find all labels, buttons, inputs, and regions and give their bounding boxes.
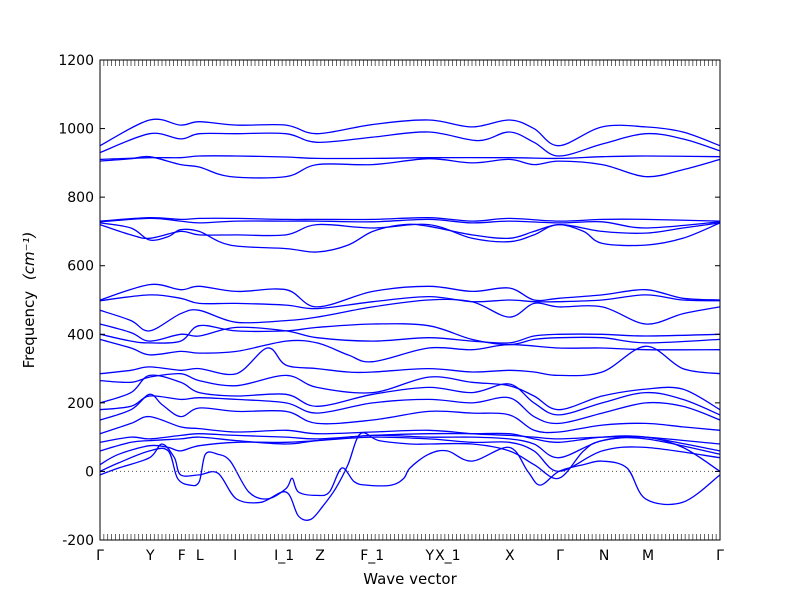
series-line-13 [99,323,721,346]
y-tick-label: 800 [67,190,94,206]
x-axis-label: Wave vector [363,570,457,588]
series-line-17 [99,374,721,416]
series-line-25 [99,432,721,521]
x-tick-label: X [505,548,515,564]
series-line-3 [99,155,721,161]
series-line-12 [99,323,721,344]
series-line-4 [99,155,721,179]
y-tick-label: 1000 [58,122,94,138]
x-tick-label: F [178,548,186,564]
x-tick-label: F_1 [360,548,384,564]
y-tick-label: 400 [67,327,94,343]
x-tick-label: Z [315,548,325,564]
series-line-24 [99,446,721,506]
y-tick-label: 200 [67,396,94,412]
y-axis-label: Frequency (cm⁻¹) [20,232,38,369]
series-line-8 [99,222,721,243]
series-line-20 [99,415,721,445]
x-tick-label: Y [425,548,435,564]
series-line-19 [99,393,721,434]
x-tick-label: Γ [96,548,104,564]
x-tick-label: N [599,548,609,564]
series-line-23 [99,436,721,473]
series-line-10 [99,294,721,310]
x-tick-label: M [642,548,654,564]
series-line-9 [99,283,721,308]
series-line-7 [99,222,721,253]
series-line-1 [99,118,721,147]
series-line-18 [99,395,721,425]
plot-lines [99,118,721,521]
x-tick-label: X_1 [435,548,461,564]
x-tick-label: Γ [716,548,724,564]
x-tick-label: L [196,548,204,564]
y-tick-label: 600 [67,259,94,275]
series-line-15 [99,345,721,377]
x-tick-label: Y [145,548,155,564]
series-line-14 [99,338,721,363]
series-line-22 [99,434,721,459]
series-line-5 [99,217,721,222]
y-axis-unit: (cm⁻¹) [20,232,38,281]
series-line-2 [99,131,721,157]
x-tick-label: I_1 [274,548,294,564]
y-axis-label-text: Frequency [20,291,38,369]
plot-frame [99,59,721,541]
tick-group [99,59,721,541]
series-line-6 [99,217,721,229]
y-tick-label: -200 [62,533,94,549]
series-line-16 [99,372,721,411]
x-tick-label: I [233,548,237,564]
series-line-11 [99,298,721,332]
y-tick-label: 0 [85,464,94,480]
x-tick-label: Γ [556,548,564,564]
y-tick-label: 1200 [58,53,94,69]
